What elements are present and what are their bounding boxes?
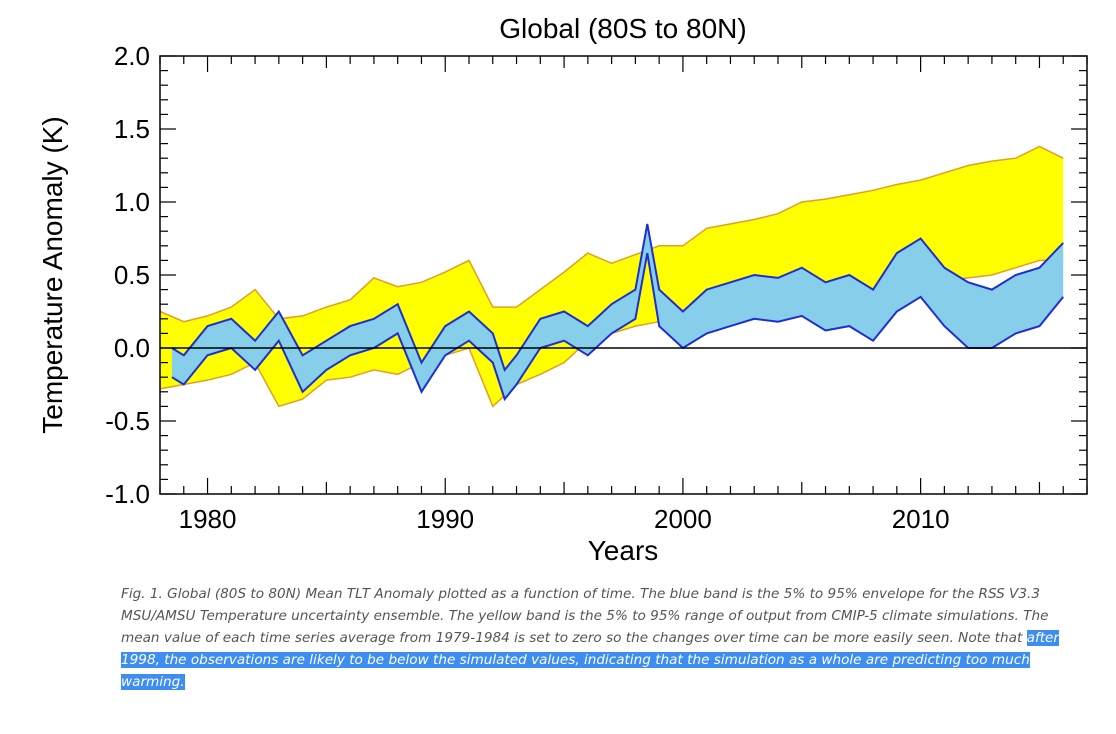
- x-tick-label: 1990: [416, 504, 474, 534]
- figure-caption: Fig. 1. Global (80S to 80N) Mean TLT Ano…: [121, 583, 1071, 693]
- y-tick-label: -1.0: [105, 479, 150, 509]
- x-axis-title: Years: [588, 535, 659, 566]
- x-tick-label: 2000: [654, 504, 712, 534]
- y-tick-label: 2.0: [114, 41, 150, 71]
- obs-band-fill: [171, 223, 1064, 400]
- model-band-upper-edge: [159, 145, 1064, 323]
- y-tick-label: 0.5: [114, 260, 150, 290]
- chart: Global (80S to 80N) 2.0 1.5 1.0 0.5 0.0 -0.5 -…: [37, 13, 1088, 566]
- x-tick-label: 1980: [179, 504, 237, 534]
- y-tick-label: 0.0: [114, 333, 150, 363]
- obs-band-lower-edge: [171, 252, 1064, 402]
- chart-title: Global (80S to 80N): [499, 13, 746, 44]
- y-tick-label: 1.5: [114, 114, 150, 144]
- plot-area: [159, 145, 1087, 408]
- y-tick-label: 1.0: [114, 187, 150, 217]
- axes: 2.0 1.5 1.0 0.5 0.0 -0.5 -1.0 1980 1990 2000 2010: [105, 41, 1088, 534]
- x-tick-label: 2010: [892, 504, 950, 534]
- y-axis-title: Temperature Anomaly (K): [37, 116, 68, 433]
- y-tick-label: -0.5: [105, 406, 150, 436]
- caption-text: Fig. 1. Global (80S to 80N) Mean TLT Ano…: [121, 586, 1049, 646]
- obs-band-upper-edge: [171, 223, 1064, 372]
